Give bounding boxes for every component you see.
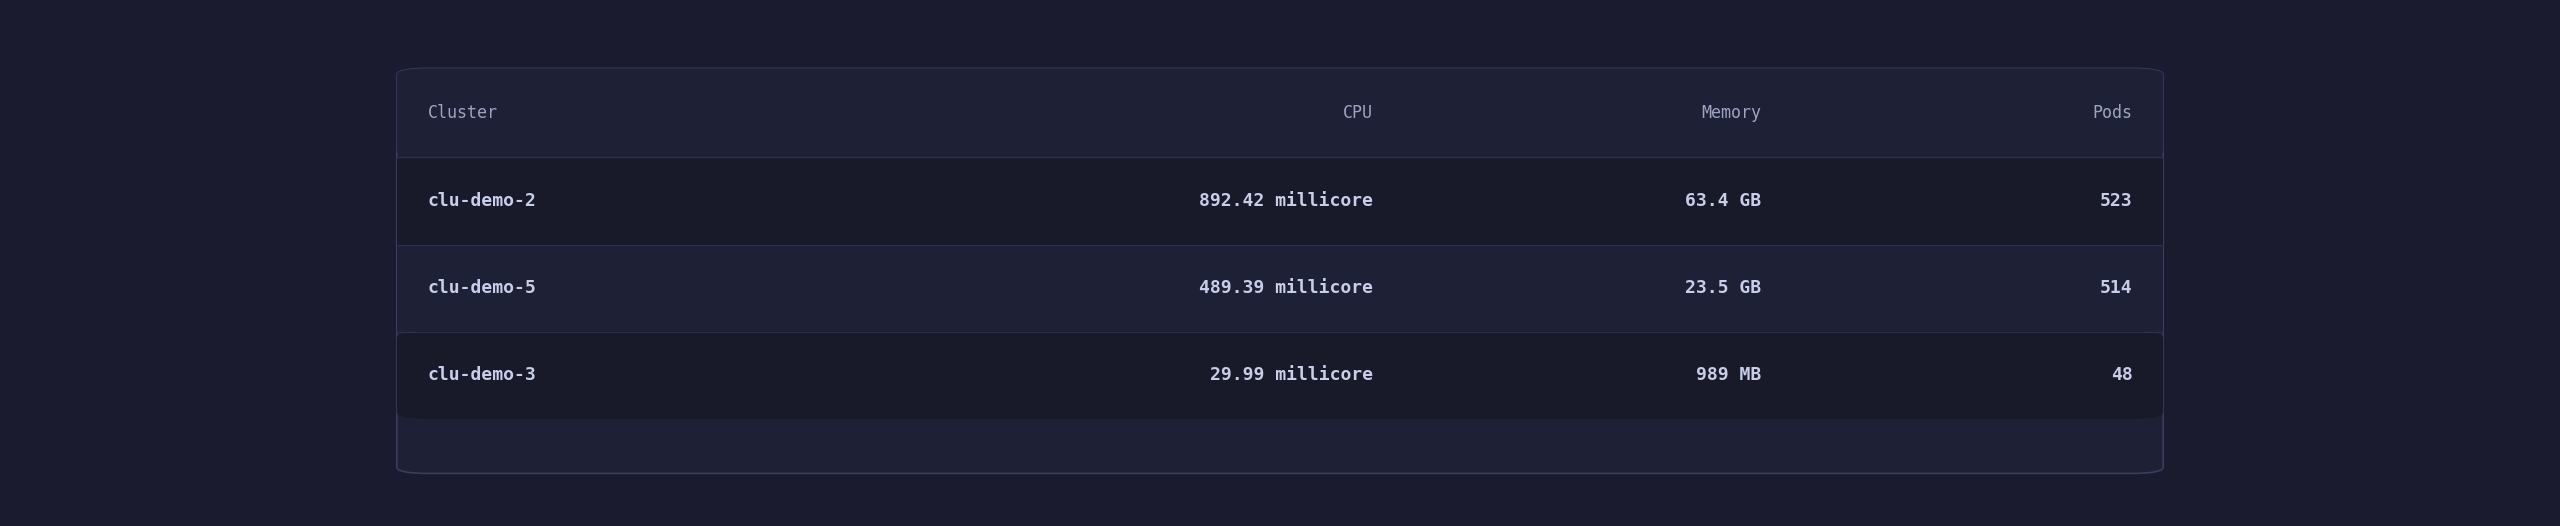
Text: 892.42 millicore: 892.42 millicore: [1198, 192, 1372, 210]
Text: Memory: Memory: [1702, 104, 1761, 122]
FancyBboxPatch shape: [397, 68, 2163, 157]
FancyBboxPatch shape: [397, 332, 2163, 419]
FancyBboxPatch shape: [397, 68, 2163, 473]
Text: 514: 514: [2099, 279, 2132, 297]
Text: 63.4 GB: 63.4 GB: [1684, 192, 1761, 210]
Text: 23.5 GB: 23.5 GB: [1684, 279, 1761, 297]
Text: 989 MB: 989 MB: [1697, 366, 1761, 384]
Text: 523: 523: [2099, 192, 2132, 210]
Text: 48: 48: [2112, 366, 2132, 384]
Bar: [397, 157, 2163, 245]
Text: clu-demo-2: clu-demo-2: [428, 192, 535, 210]
Text: clu-demo-3: clu-demo-3: [428, 366, 535, 384]
Text: Pods: Pods: [2092, 104, 2132, 122]
Text: clu-demo-5: clu-demo-5: [428, 279, 535, 297]
Text: 489.39 millicore: 489.39 millicore: [1198, 279, 1372, 297]
Bar: [397, 245, 2163, 331]
Text: Cluster: Cluster: [428, 104, 497, 122]
Text: CPU: CPU: [1344, 104, 1372, 122]
Text: 29.99 millicore: 29.99 millicore: [1211, 366, 1372, 384]
